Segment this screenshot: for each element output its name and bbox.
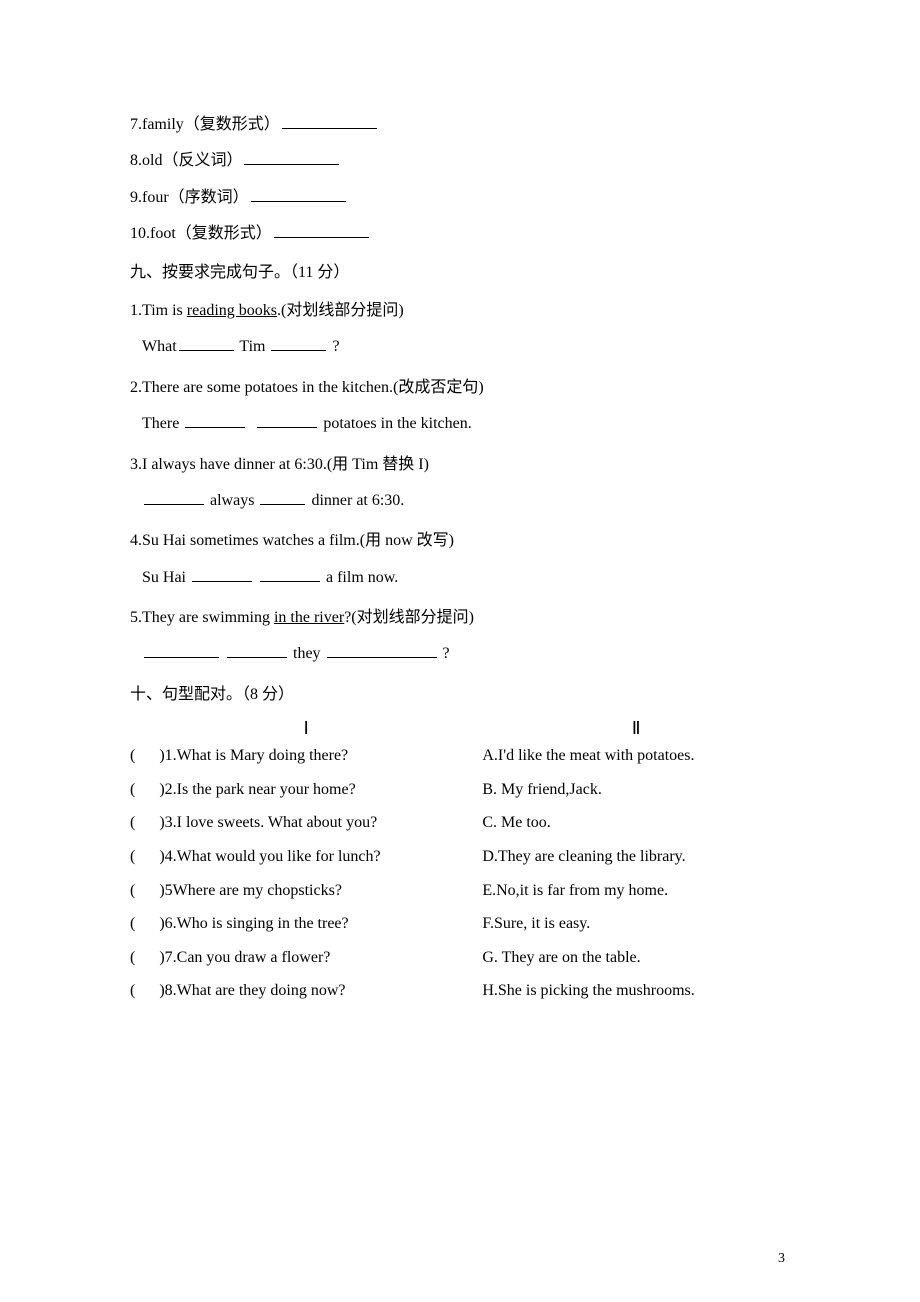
fill-text: 9.four（序数词） bbox=[130, 189, 249, 206]
matching-row: ( )7.Can you draw a flower?G. They are o… bbox=[130, 941, 790, 975]
matching-row: ( )1.What is Mary doing there?A.I'd like… bbox=[130, 739, 790, 773]
answer-blank[interactable] bbox=[274, 222, 369, 238]
match-right: G. They are on the table. bbox=[482, 941, 790, 975]
answer-blank[interactable] bbox=[257, 412, 317, 428]
answer-blank[interactable] bbox=[282, 113, 377, 129]
match-left: ( )2.Is the park near your home? bbox=[130, 773, 482, 807]
q2-answer: There potatoes in the kitchen. bbox=[130, 409, 790, 439]
match-left: ( )4.What would you like for lunch? bbox=[130, 840, 482, 874]
match-left: ( )6.Who is singing in the tree? bbox=[130, 907, 482, 941]
q4-prompt: 4.Su Hai sometimes watches a film.(用 now… bbox=[130, 526, 790, 556]
match-left: ( )7.Can you draw a flower? bbox=[130, 941, 482, 975]
section-10-title: 十、句型配对。（8 分） bbox=[130, 680, 790, 710]
matching-row: ( )2.Is the park near your home?B. My fr… bbox=[130, 773, 790, 807]
fill-item-9: 9.four（序数词） bbox=[130, 183, 790, 213]
answer-blank[interactable] bbox=[227, 642, 287, 658]
fill-text: 7.family（复数形式） bbox=[130, 116, 280, 133]
matching-rows: ( )1.What is Mary doing there?A.I'd like… bbox=[130, 739, 790, 1008]
q4-answer: Su Hai a film now. bbox=[130, 563, 790, 593]
answer-blank[interactable] bbox=[244, 149, 339, 165]
q5-answer: they ? bbox=[130, 639, 790, 669]
match-right: H.She is picking the mushrooms. bbox=[482, 974, 790, 1008]
match-right: E.No,it is far from my home. bbox=[482, 874, 790, 908]
matching-headers: Ⅰ Ⅱ bbox=[130, 718, 790, 739]
document-page: 7.family（复数形式） 8.old（反义词） 9.four（序数词） 10… bbox=[0, 0, 920, 1008]
fill-item-7: 7.family（复数形式） bbox=[130, 110, 790, 140]
underlined-text: reading books bbox=[187, 302, 277, 319]
match-right: F.Sure, it is easy. bbox=[482, 907, 790, 941]
answer-blank[interactable] bbox=[251, 186, 346, 202]
answer-blank[interactable] bbox=[144, 489, 204, 505]
answer-blank[interactable] bbox=[271, 335, 326, 351]
q1-prompt: 1.Tim is reading books.(对划线部分提问) bbox=[130, 296, 790, 326]
q3-answer: always dinner at 6:30. bbox=[130, 486, 790, 516]
col-1-header: Ⅰ bbox=[130, 718, 482, 739]
match-left: ( )3.I love sweets. What about you? bbox=[130, 806, 482, 840]
matching-row: ( )4.What would you like for lunch?D.The… bbox=[130, 840, 790, 874]
underlined-text: in the river bbox=[274, 609, 344, 626]
match-left: ( )5Where are my chopsticks? bbox=[130, 874, 482, 908]
match-left: ( )1.What is Mary doing there? bbox=[130, 739, 482, 773]
col-2-header: Ⅱ bbox=[482, 718, 790, 739]
fill-text: 10.foot（复数形式） bbox=[130, 225, 272, 242]
answer-blank[interactable] bbox=[185, 412, 245, 428]
fill-item-8: 8.old（反义词） bbox=[130, 146, 790, 176]
matching-row: ( )8.What are they doing now?H.She is pi… bbox=[130, 974, 790, 1008]
answer-blank[interactable] bbox=[260, 489, 305, 505]
matching-row: ( )6.Who is singing in the tree?F.Sure, … bbox=[130, 907, 790, 941]
section-9-title: 九、按要求完成句子。（11 分） bbox=[130, 258, 790, 288]
match-right: A.I'd like the meat with potatoes. bbox=[482, 739, 790, 773]
match-right: B. My friend,Jack. bbox=[482, 773, 790, 807]
match-right: D.They are cleaning the library. bbox=[482, 840, 790, 874]
answer-blank[interactable] bbox=[260, 566, 320, 582]
match-right: C. Me too. bbox=[482, 806, 790, 840]
fill-item-10: 10.foot（复数形式） bbox=[130, 219, 790, 249]
answer-blank[interactable] bbox=[192, 566, 252, 582]
answer-blank[interactable] bbox=[327, 642, 437, 658]
fill-text: 8.old（反义词） bbox=[130, 152, 242, 169]
matching-row: ( )3.I love sweets. What about you?C. Me… bbox=[130, 806, 790, 840]
answer-blank[interactable] bbox=[144, 642, 219, 658]
q3-prompt: 3.I always have dinner at 6:30.(用 Tim 替换… bbox=[130, 450, 790, 480]
q5-prompt: 5.They are swimming in the river?(对划线部分提… bbox=[130, 603, 790, 633]
matching-row: ( )5Where are my chopsticks?E.No,it is f… bbox=[130, 874, 790, 908]
answer-blank[interactable] bbox=[179, 335, 234, 351]
q1-answer: What Tim ? bbox=[130, 332, 790, 362]
q2-prompt: 2.There are some potatoes in the kitchen… bbox=[130, 373, 790, 403]
page-number: 3 bbox=[778, 1251, 785, 1267]
match-left: ( )8.What are they doing now? bbox=[130, 974, 482, 1008]
